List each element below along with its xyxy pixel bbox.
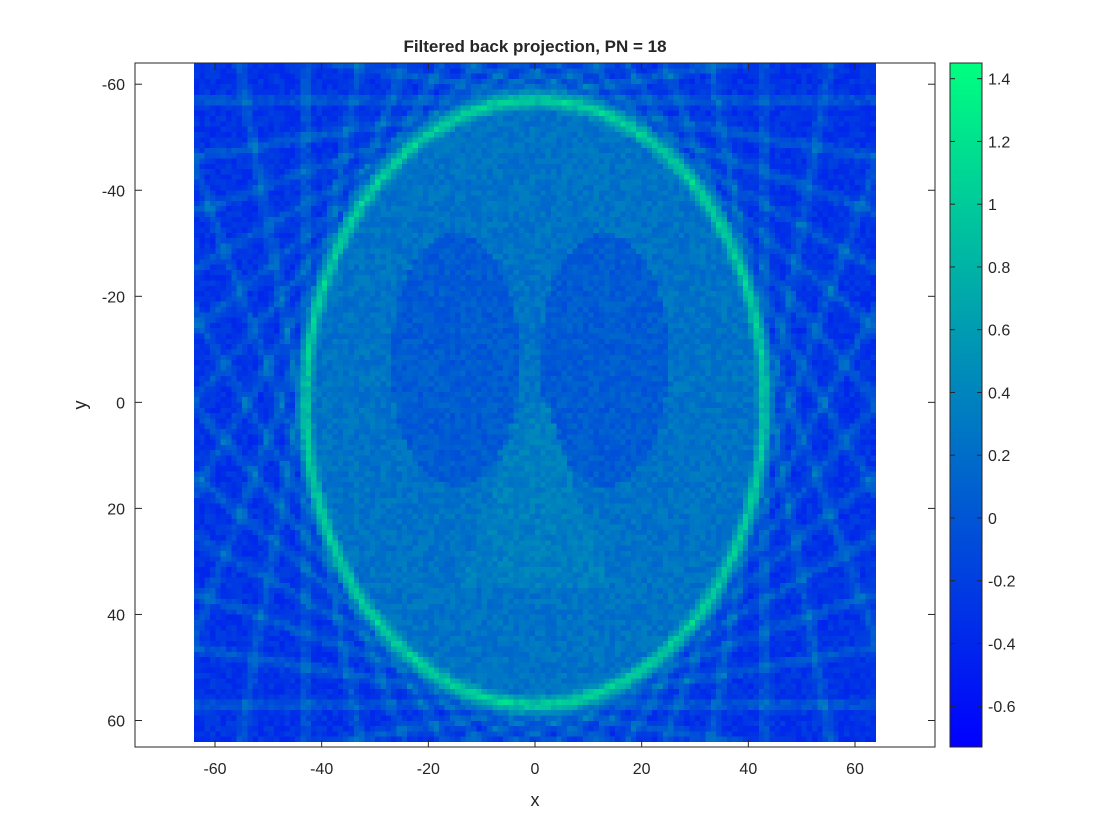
- x-tick-label: -40: [310, 761, 333, 778]
- colorbar-tick-label: 0: [988, 511, 997, 528]
- x-tick-label: 20: [633, 761, 651, 778]
- chart-title: Filtered back projection, PN = 18: [403, 37, 666, 56]
- y-tick-label: -20: [102, 289, 125, 306]
- colorbar-tick-label: -0.2: [988, 574, 1016, 591]
- x-axis: -60 -40 -20 0 20 40 60: [203, 63, 864, 778]
- colorbar-tick-label: 0.2: [988, 448, 1010, 465]
- y-tick-label: 0: [116, 395, 125, 412]
- colorbar-tick-label: 1.4: [988, 72, 1010, 89]
- colorbar-tick-label: 0.8: [988, 260, 1010, 277]
- colorbar-tick-label: 1: [988, 197, 997, 214]
- colorbar: -0.6 -0.4 -0.2 0 0.2 0.4 0.6 0.8 1 1.2 1.4: [949, 62, 1016, 748]
- colorbar-tick-label: -0.4: [988, 636, 1016, 653]
- colorbar-tick-label: 0.4: [988, 385, 1010, 402]
- y-axis-label: y: [70, 401, 90, 410]
- x-tick-label: 60: [846, 761, 864, 778]
- y-tick-label: -40: [102, 183, 125, 200]
- colorbar-tick-label: -0.6: [988, 699, 1016, 716]
- colorbar-gradient: [950, 63, 982, 747]
- reconstruction-image: [193, 63, 877, 742]
- colorbar-box: [949, 62, 983, 748]
- y-axis: -60 -40 -20 0 20 40 60: [102, 77, 935, 730]
- x-tick-label: 40: [739, 761, 757, 778]
- y-tick-label: 40: [107, 607, 125, 624]
- y-tick-label: 60: [107, 713, 125, 730]
- image-layer: [193, 63, 877, 742]
- colorbar-ticks: -0.6 -0.4 -0.2 0 0.2 0.4 0.6 0.8 1 1.2 1.4: [950, 72, 1016, 716]
- x-tick-label: -60: [203, 761, 226, 778]
- y-tick-label: 20: [107, 501, 125, 518]
- x-tick-label: 0: [531, 761, 540, 778]
- y-tick-label: -60: [102, 77, 125, 94]
- x-tick-label: -20: [417, 761, 440, 778]
- colorbar-tick-label: 1.2: [988, 134, 1010, 151]
- colorbar-tick-label: 0.6: [988, 323, 1010, 340]
- x-axis-label: x: [531, 790, 540, 810]
- plot-area: -60 -40 -20 0 20 40 60 -60 -40 -20 0 20 40 60: [102, 62, 936, 778]
